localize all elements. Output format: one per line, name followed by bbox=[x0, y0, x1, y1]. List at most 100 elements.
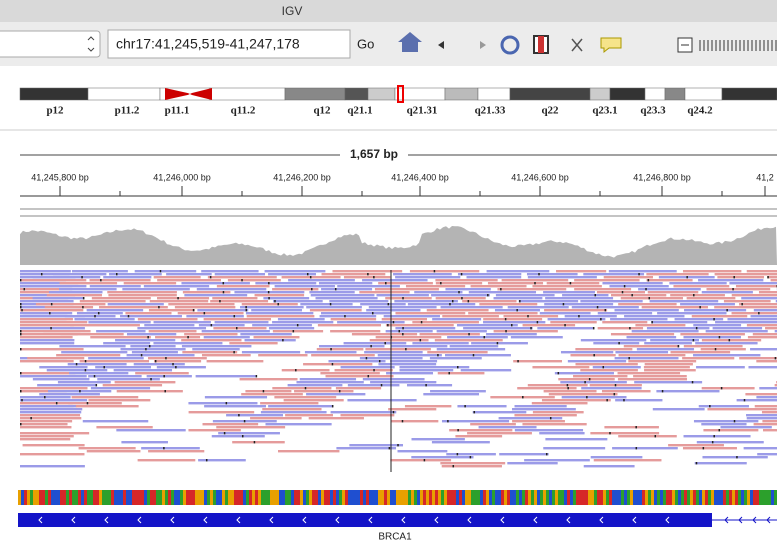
aligned-read bbox=[580, 300, 642, 302]
aligned-read bbox=[341, 366, 395, 368]
aligned-read bbox=[624, 315, 684, 317]
aligned-read bbox=[212, 435, 265, 437]
base bbox=[222, 490, 225, 505]
mismatch bbox=[21, 399, 23, 401]
base bbox=[675, 490, 678, 505]
aligned-read bbox=[376, 294, 428, 296]
base bbox=[45, 490, 48, 505]
aligned-read bbox=[240, 306, 304, 308]
aligned-read bbox=[212, 297, 257, 299]
aligned-read bbox=[706, 330, 768, 332]
aligned-read bbox=[469, 291, 536, 293]
aligned-read bbox=[512, 408, 576, 410]
aligned-read bbox=[204, 336, 250, 338]
base bbox=[39, 490, 42, 505]
aligned-read bbox=[96, 330, 145, 332]
aligned-read bbox=[335, 369, 393, 371]
base bbox=[327, 490, 330, 505]
aligned-read bbox=[294, 390, 353, 392]
base bbox=[492, 490, 495, 505]
aligned-read bbox=[58, 381, 111, 383]
aligned-read bbox=[682, 357, 734, 359]
cytoband-label: p11.2 bbox=[115, 105, 140, 117]
base bbox=[633, 490, 636, 505]
mismatch bbox=[732, 288, 734, 290]
base bbox=[390, 490, 393, 505]
mismatch bbox=[165, 357, 167, 359]
aligned-read bbox=[103, 342, 150, 344]
aligned-read bbox=[20, 309, 83, 311]
aligned-read bbox=[175, 306, 235, 308]
aligned-read bbox=[88, 357, 144, 359]
aligned-read bbox=[384, 315, 440, 317]
mismatch bbox=[603, 366, 605, 368]
cytoband-label: q21.31 bbox=[407, 105, 438, 117]
aligned-read bbox=[20, 411, 81, 413]
base bbox=[726, 490, 729, 505]
mismatch bbox=[567, 387, 569, 389]
mismatch bbox=[589, 378, 591, 380]
aligned-read bbox=[442, 465, 502, 467]
mismatch bbox=[421, 321, 423, 323]
mismatch bbox=[530, 327, 532, 329]
base bbox=[84, 490, 87, 505]
mismatch bbox=[163, 447, 165, 449]
base bbox=[399, 490, 402, 505]
aligned-read bbox=[37, 384, 96, 386]
mismatch bbox=[204, 312, 206, 314]
aligned-read bbox=[702, 387, 755, 389]
roi-icon bbox=[538, 36, 544, 53]
mismatch bbox=[713, 318, 715, 320]
base bbox=[351, 490, 354, 505]
mismatch bbox=[379, 360, 381, 362]
mismatch bbox=[79, 390, 81, 392]
aligned-read bbox=[549, 393, 618, 395]
mismatch bbox=[20, 303, 22, 305]
aligned-read bbox=[528, 384, 588, 386]
aligned-read bbox=[376, 336, 442, 338]
base bbox=[282, 490, 285, 505]
aligned-read bbox=[65, 315, 116, 317]
aligned-read bbox=[746, 414, 777, 416]
mismatch bbox=[387, 324, 389, 326]
aligned-read bbox=[656, 390, 719, 392]
aligned-read bbox=[188, 429, 240, 431]
mismatch bbox=[734, 420, 736, 422]
aligned-read bbox=[242, 351, 300, 353]
base bbox=[186, 490, 189, 505]
base bbox=[87, 490, 90, 505]
mismatch bbox=[339, 390, 341, 392]
mismatch bbox=[744, 399, 746, 401]
aligned-read bbox=[23, 444, 85, 446]
chromosome-dropdown[interactable] bbox=[0, 31, 100, 57]
base bbox=[66, 490, 69, 505]
aligned-read bbox=[144, 285, 209, 287]
mismatch bbox=[24, 288, 26, 290]
aligned-read bbox=[513, 360, 562, 362]
aligned-read bbox=[90, 336, 151, 338]
aligned-read bbox=[437, 348, 505, 350]
mismatch bbox=[384, 342, 386, 344]
mismatch bbox=[388, 303, 390, 305]
cytoband-label: q12 bbox=[313, 105, 331, 117]
base bbox=[765, 490, 768, 505]
mismatch bbox=[597, 306, 599, 308]
aligned-read bbox=[130, 345, 175, 347]
go-button[interactable]: Go bbox=[357, 36, 374, 51]
cytoband-band bbox=[478, 88, 510, 100]
aligned-read bbox=[121, 441, 168, 443]
base bbox=[441, 490, 444, 505]
aligned-read bbox=[440, 462, 505, 464]
base bbox=[729, 490, 732, 505]
aligned-read bbox=[714, 306, 777, 308]
aligned-read bbox=[739, 303, 777, 305]
mismatch bbox=[20, 390, 22, 392]
aligned-read bbox=[555, 372, 614, 374]
mismatch bbox=[128, 315, 130, 317]
aligned-read bbox=[61, 351, 127, 353]
mismatch bbox=[721, 387, 723, 389]
base bbox=[744, 490, 747, 505]
mismatch bbox=[20, 423, 22, 425]
base bbox=[606, 490, 609, 505]
base bbox=[516, 490, 519, 505]
